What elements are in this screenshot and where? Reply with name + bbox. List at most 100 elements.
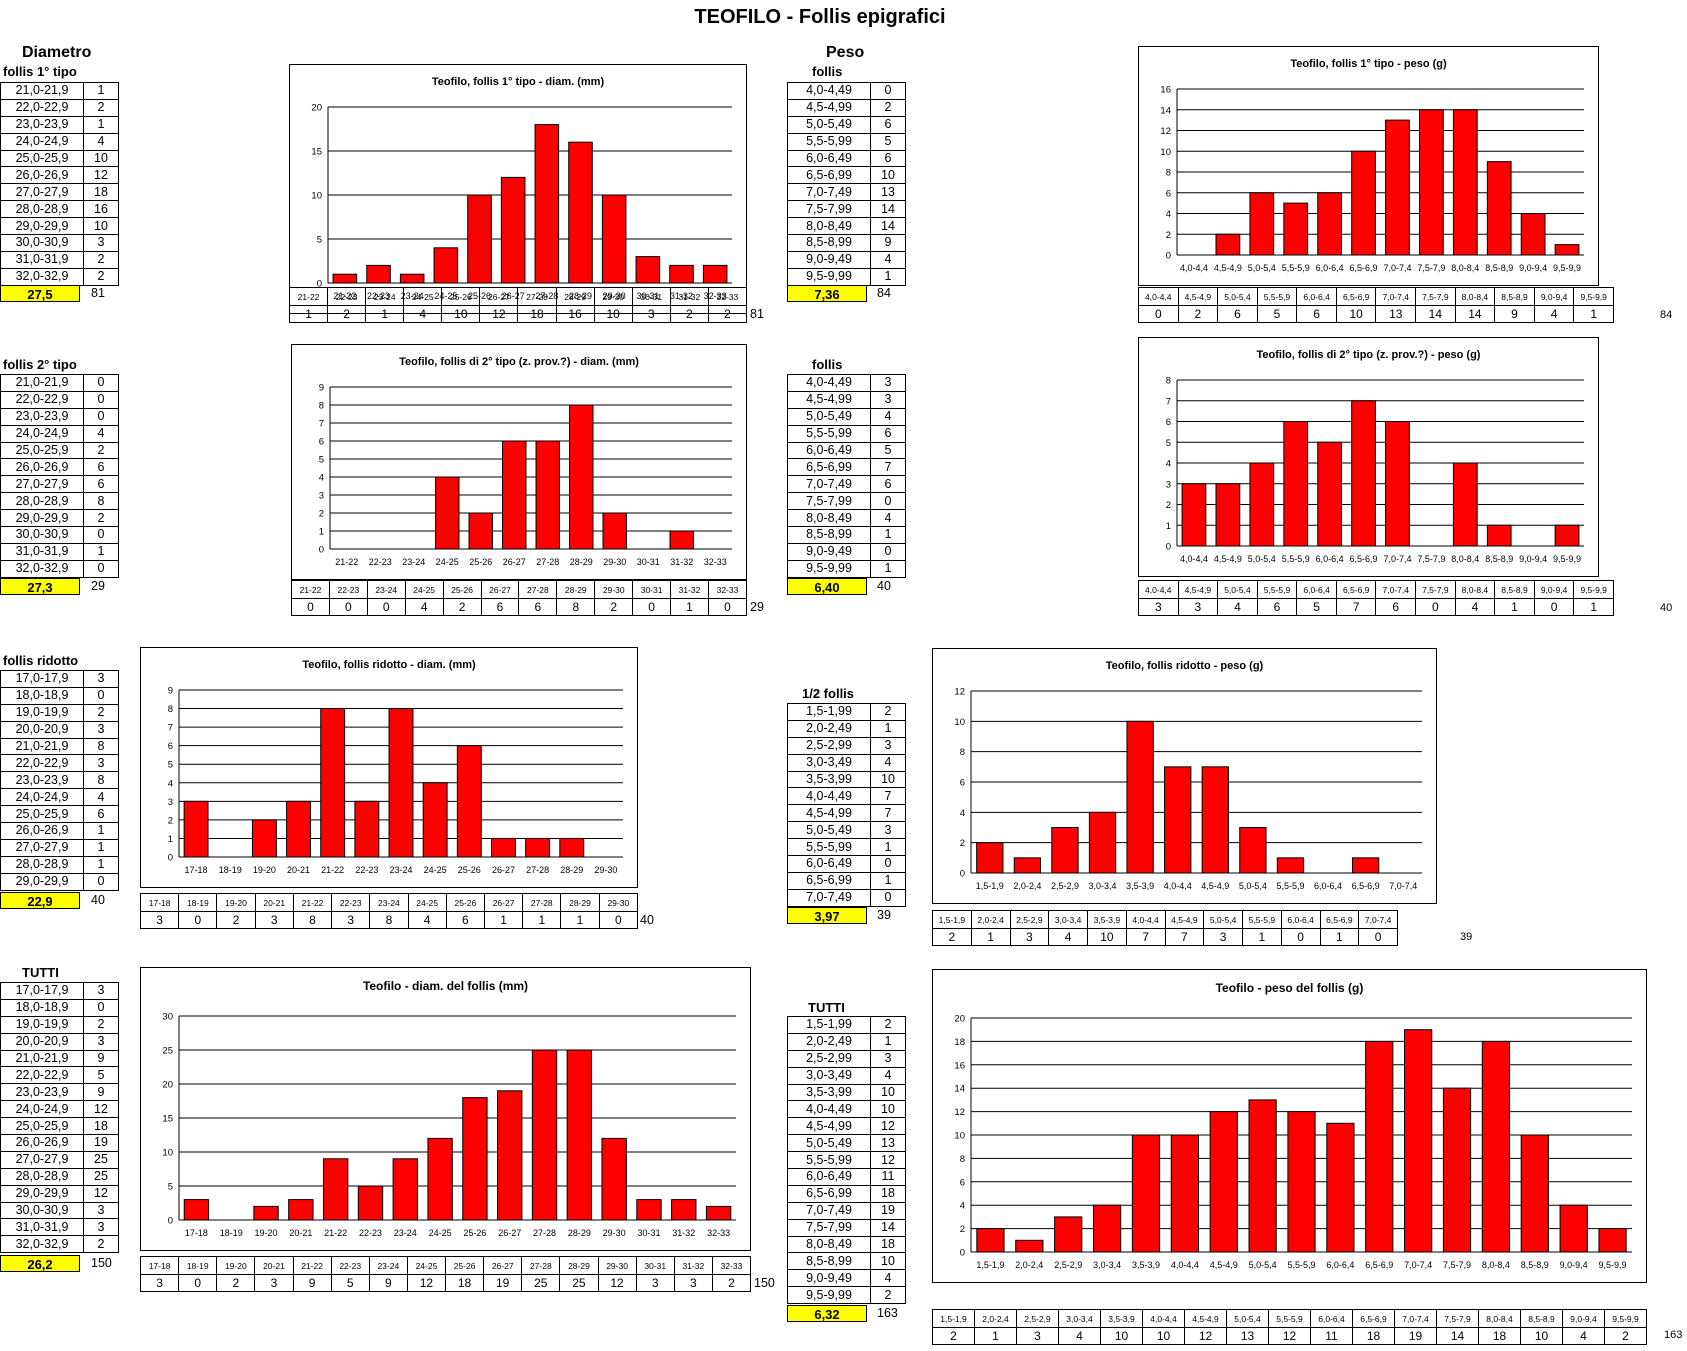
- category-cell: 28-29: [555, 287, 595, 306]
- value-cell: 10: [1100, 1327, 1143, 1345]
- count-cell: 3: [870, 390, 906, 409]
- value-cell: 3: [1016, 1327, 1059, 1345]
- x-tick-label: 5,0-5,4: [1248, 263, 1276, 273]
- chart-svg: Teofilo, follis di 2° tipo (z. prov.?) -…: [319, 356, 732, 567]
- value-cell: 6: [518, 598, 558, 616]
- range-cell: 24,0-24,9: [0, 1100, 84, 1119]
- range-cell: 28,0-28,9: [0, 492, 84, 511]
- x-tick-label: 9,5-9,9: [1553, 554, 1581, 564]
- table-row: 27,0-27,9 6: [0, 475, 119, 494]
- y-tick-label: 0: [960, 1248, 965, 1259]
- category-cell: 4,5-4,9: [1177, 580, 1219, 599]
- counts-total-peso-ridotto: 39: [1460, 931, 1473, 943]
- range-cell: 3,5-3,99: [787, 1083, 871, 1102]
- bar: [467, 194, 492, 284]
- count-cell: 2: [870, 703, 906, 721]
- chart-peso-ridotto: Teofilo, follis ridotto - peso (g) 0 2 4 6 8 1…: [932, 648, 1437, 904]
- range-cell: 29,0-29,9: [0, 1184, 84, 1203]
- category-cell: 8,5-8,9: [1494, 287, 1535, 306]
- bar: [1442, 1087, 1472, 1253]
- y-tick-label: 2: [319, 509, 324, 520]
- value-cell: 12: [1268, 1327, 1311, 1345]
- table-row: 2,0-2,49 1: [787, 1032, 906, 1051]
- count-cell: 6: [870, 475, 906, 494]
- bar: [1452, 462, 1478, 547]
- range-cell: 7,5-7,99: [787, 200, 871, 219]
- x-tick-label: 21-22: [324, 1228, 347, 1238]
- counts-total-diam-follis-2: 29: [750, 600, 764, 614]
- count-cell: 18: [83, 1117, 119, 1136]
- bar: [601, 1137, 627, 1221]
- value-cell: 1: [670, 598, 709, 616]
- x-tick-label: 21-22: [321, 865, 344, 875]
- range-cell: 6,5-6,99: [787, 871, 871, 890]
- value-row: 1 2 1 4 10 12 18 16 10 3 2 2: [288, 305, 748, 323]
- y-tick-label: 14: [1160, 105, 1171, 116]
- count-cell: 3: [83, 234, 119, 252]
- category-cell: 22-23: [330, 1256, 370, 1275]
- bar: [1239, 827, 1267, 874]
- bar: [491, 837, 516, 858]
- table-row: 8,0-8,49 4: [787, 509, 906, 528]
- value-cell: 4: [1562, 1327, 1605, 1345]
- category-cell: 5,5-5,9: [1256, 287, 1298, 306]
- chart-diam-follis-1: Teofilo, follis 1° tipo - diam. (mm) 0 5 10…: [289, 64, 747, 314]
- category-cell: 17-18: [139, 893, 180, 912]
- category-cell: 4,0-4,4: [1138, 287, 1179, 306]
- count-cell: 12: [870, 1151, 906, 1170]
- category-cell: 7,0-7,4: [1375, 287, 1417, 306]
- bar: [1131, 1134, 1161, 1253]
- chart-svg: Teofilo, follis 1° tipo - diam. (mm) 0 5 10…: [311, 76, 732, 301]
- category-cell: 8,0-8,4: [1454, 580, 1496, 599]
- range-cell: 5,5-5,99: [787, 424, 871, 443]
- x-tick-label: 4,0-4,4: [1180, 554, 1208, 564]
- count-cell: 0: [83, 407, 119, 426]
- range-cell: 29,0-29,9: [0, 872, 84, 891]
- counts-total-diam-ridotto: 40: [640, 913, 654, 927]
- table-row: 5,5-5,99 5: [787, 132, 906, 151]
- value-cell: 1: [1319, 928, 1360, 946]
- bar: [357, 1185, 384, 1221]
- y-tick-label: 8: [1166, 376, 1171, 387]
- table-row: 7,5-7,99 0: [787, 492, 906, 511]
- counts-total-peso-follis-1: 84: [1660, 309, 1673, 321]
- value-cell: 12: [406, 1274, 447, 1292]
- range-cell: 22,0-22,9: [0, 390, 84, 409]
- chart-title: Teofilo - diam. del follis (mm): [363, 979, 528, 993]
- count-cell: 2: [83, 250, 119, 269]
- bar: [1520, 1134, 1549, 1253]
- y-tick-label: 2: [960, 1224, 965, 1235]
- count-cell: 4: [870, 407, 906, 426]
- range-cell: 9,0-9,49: [787, 542, 871, 561]
- range-cell: 9,5-9,99: [787, 1286, 871, 1305]
- value-cell: 10: [1087, 928, 1127, 946]
- count-cell: 2: [83, 267, 119, 286]
- category-row: 17-18 18-19 19-20 20-21 21-22 22-23 23-24 24-25…: [139, 893, 639, 912]
- range-cell: 29,0-29,9: [0, 217, 84, 236]
- y-tick-label: 12: [954, 687, 965, 698]
- count-cell: 2: [83, 703, 119, 722]
- table-row: 7,0-7,49 19: [787, 1201, 906, 1220]
- category-cell: 6,5-6,9: [1319, 910, 1360, 929]
- counts-total-peso-follis-2: 40: [1660, 602, 1673, 614]
- range-cell: 20,0-20,9: [0, 1032, 84, 1051]
- x-tick-label: 6,0-6,4: [1326, 1260, 1354, 1270]
- range-cell: 5,5-5,99: [787, 838, 871, 857]
- category-cell: 7,0-7,4: [1358, 910, 1398, 929]
- count-cell: 4: [870, 509, 906, 528]
- follis-2-peso-label: follis: [812, 357, 843, 372]
- range-cell: 24,0-24,9: [0, 132, 84, 151]
- category-cell: 30-31: [632, 580, 672, 599]
- count-cell: 2: [83, 1015, 119, 1034]
- range-cell: 21,0-21,9: [0, 737, 84, 756]
- range-cell: 7,0-7,49: [787, 183, 871, 202]
- value-cell: 11: [1310, 1327, 1353, 1345]
- value-cell: 5: [1296, 598, 1337, 616]
- category-cell: 28-29: [559, 1256, 599, 1275]
- range-cell: 31,0-31,9: [0, 1218, 84, 1237]
- table-row: 3,5-3,99 10: [787, 1083, 906, 1102]
- value-row: 2 1 3 4 10 10 12 13 12 11 18 19 14 18 10 4 2: [932, 1327, 1647, 1345]
- x-tick-label: 26-27: [498, 1228, 521, 1238]
- table-row: 2,0-2,49 1: [787, 719, 906, 738]
- x-tick-label: 9,5-9,9: [1553, 263, 1581, 273]
